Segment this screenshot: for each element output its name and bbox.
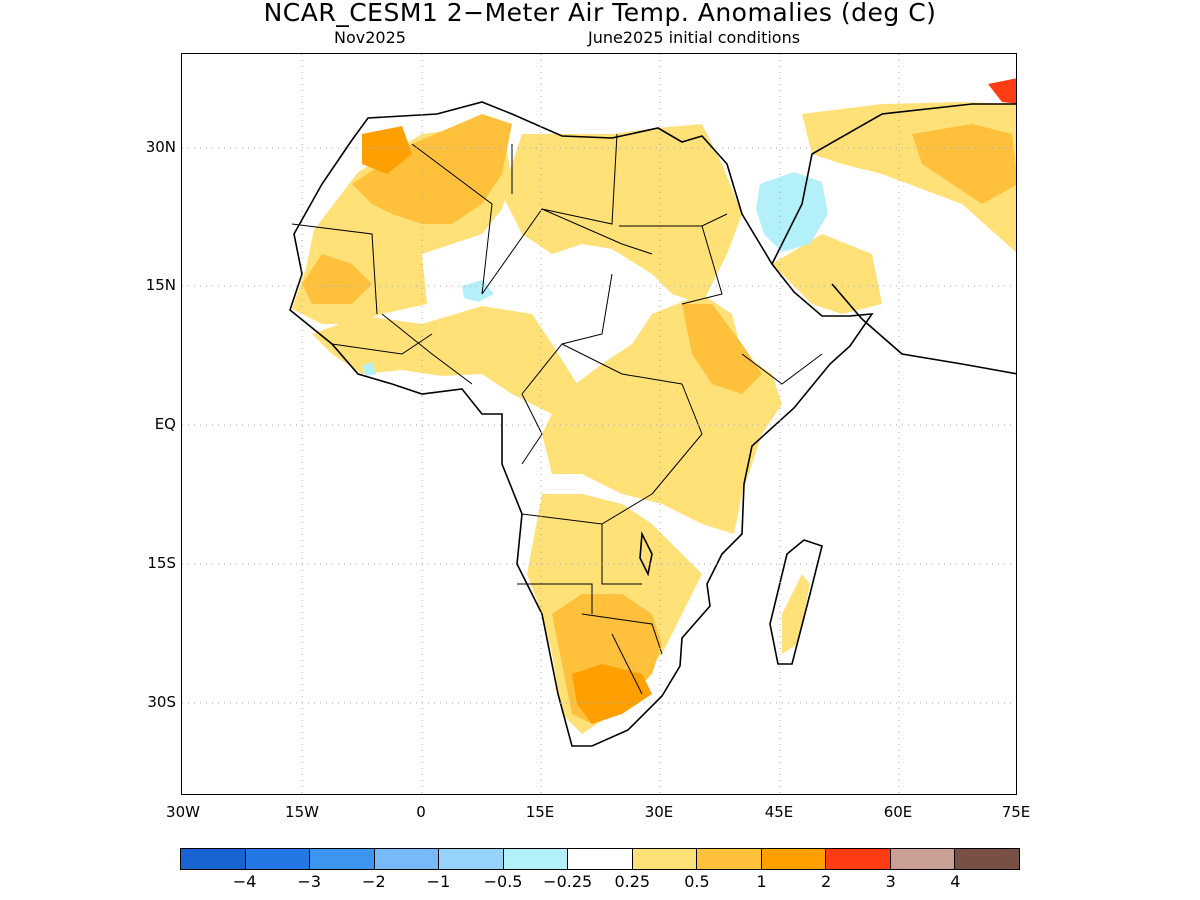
colorbar-swatch (568, 849, 633, 869)
lat-label-eq: EQ (154, 415, 176, 433)
colorbar-swatch (181, 849, 246, 869)
lon-label-15w: 15W (285, 803, 319, 821)
colorbar-label: 2 (821, 872, 832, 891)
map-title: NCAR_CESM1 2−Meter Air Temp. Anomalies (… (263, 0, 937, 27)
colorbar-label: 3 (885, 872, 896, 891)
lon-label-30e: 30E (644, 803, 674, 821)
init-conditions-label: June2025 initial conditions (588, 28, 801, 47)
lon-label-15e: 15E (525, 803, 555, 821)
lon-label-45e: 45E (764, 803, 794, 821)
colorbar-swatch (890, 849, 956, 869)
colorbar-swatch (439, 849, 504, 869)
lon-label-30w: 30W (166, 803, 200, 821)
colorbar-label: 1 (756, 872, 767, 891)
colorbar-label: −0.25 (543, 872, 593, 891)
colorbar-label: 0.5 (684, 872, 710, 891)
colorbar-swatch (374, 849, 440, 869)
colorbar-swatch (632, 849, 698, 869)
lat-label-15n: 15N (145, 276, 176, 294)
colorbar-swatch (503, 849, 569, 869)
colorbar-swatch (826, 849, 891, 869)
colorbar-label: 0.25 (614, 872, 651, 891)
lat-label-30s: 30S (147, 693, 176, 711)
colorbar (180, 848, 1020, 870)
coastlines (289, 101, 1016, 747)
colorbar-label: −4 (232, 872, 257, 891)
colorbar-swatch (697, 849, 762, 869)
colorbar-swatch (955, 849, 1019, 869)
valid-month-label: Nov2025 (334, 28, 406, 47)
lat-label-30n: 30N (145, 138, 176, 156)
colorbar-label: −3 (297, 872, 322, 891)
colorbar-label: −1 (426, 872, 451, 891)
colorbar-label: 4 (950, 872, 961, 891)
lon-label-60e: 60E (883, 803, 913, 821)
colorbar-label: −0.5 (483, 872, 523, 891)
lon-label-75e: 75E (1001, 803, 1031, 821)
lon-label-0: 0 (416, 803, 426, 821)
colorbar-swatch (310, 849, 375, 869)
lat-label-15s: 15S (147, 554, 176, 572)
map-panel (181, 53, 1017, 795)
anomaly-3plus (988, 78, 1016, 104)
colorbar-label: −2 (362, 872, 386, 891)
anomaly-2-3 (362, 126, 652, 724)
country-borders (291, 133, 823, 695)
graticule (182, 54, 1016, 794)
colorbar-swatch (245, 849, 311, 869)
anomaly-map (182, 54, 1016, 794)
cool-anomaly (362, 172, 828, 376)
colorbar-swatch (761, 849, 827, 869)
